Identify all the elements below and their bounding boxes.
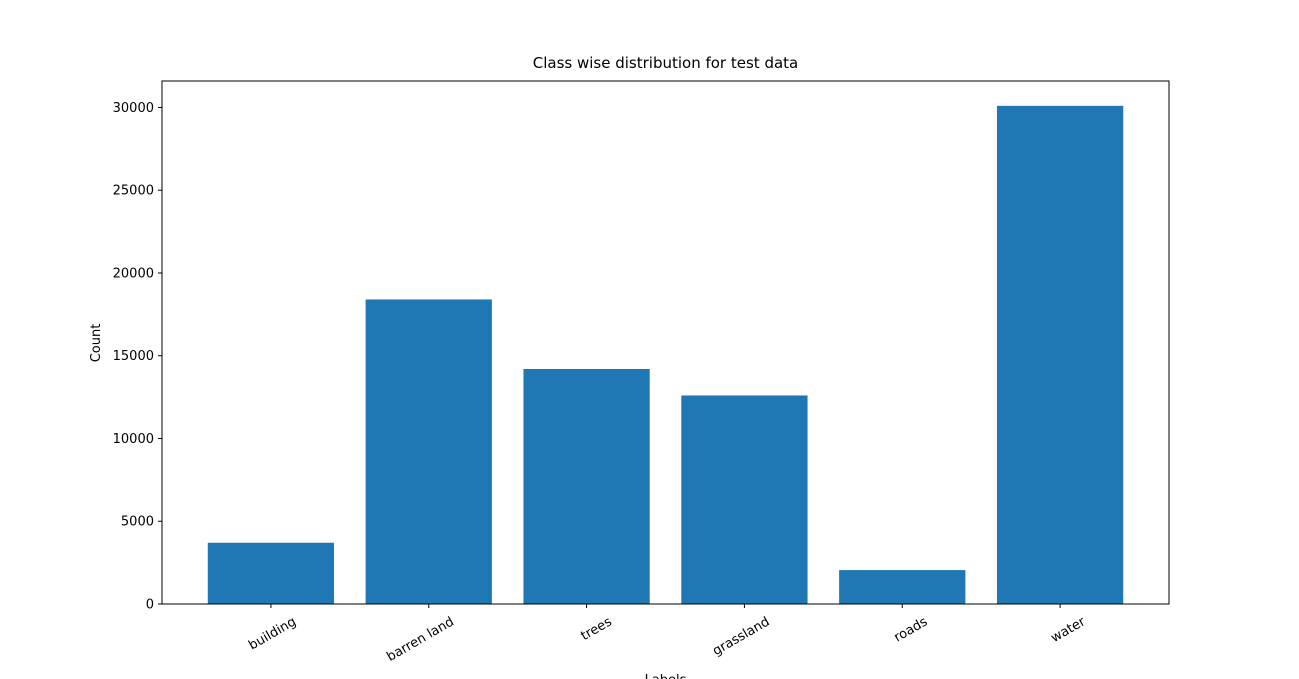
x-tick-label: grassland <box>710 614 772 659</box>
x-tick-label: water <box>1049 614 1089 646</box>
y-tick-label: 20000 <box>113 266 154 281</box>
y-tick-label: 30000 <box>113 101 154 116</box>
y-tick-label: 5000 <box>121 515 154 530</box>
bar <box>839 570 966 604</box>
bar <box>996 105 1124 604</box>
bar <box>365 299 492 604</box>
chart-title: Class wise distribution for test data <box>533 54 798 72</box>
bar <box>681 395 808 604</box>
y-tick-label: 0 <box>146 598 154 613</box>
x-tick-label: trees <box>579 614 615 644</box>
x-tick-label: roads <box>892 614 931 645</box>
bar <box>207 542 335 604</box>
x-tick-label: building <box>246 614 299 653</box>
plot-frame <box>161 80 1170 605</box>
y-axis-label: Count <box>89 324 104 363</box>
bar <box>523 368 650 604</box>
x-tick-label: barren land <box>384 614 456 664</box>
y-tick-label: 15000 <box>113 349 154 364</box>
y-tick-label: 10000 <box>113 432 154 447</box>
y-tick-label: 25000 <box>113 184 154 199</box>
x-axis-label: Labels <box>645 673 687 679</box>
